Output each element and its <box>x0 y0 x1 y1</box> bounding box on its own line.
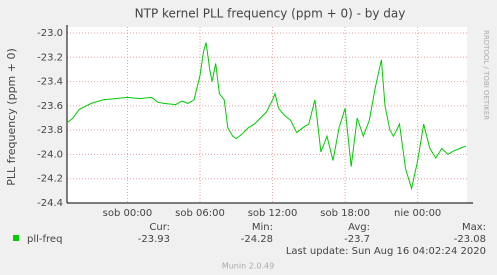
legend-swatch <box>13 235 19 241</box>
stat-value: -23.93 <box>138 234 170 245</box>
stat-header: Cur: <box>149 222 170 233</box>
stat-value: -23.08 <box>454 234 486 245</box>
last-update: Last update: Sun Aug 16 04:02:24 2020 <box>286 246 486 257</box>
y-tick-label: -23.0 <box>37 28 63 39</box>
plot-area <box>67 27 467 203</box>
watermark: RRDTOOL / TOBI OETIKER <box>482 30 490 120</box>
data-line <box>66 42 467 191</box>
x-tick-label: nie 00:00 <box>394 208 441 219</box>
x-tick-label: sob 18:00 <box>320 208 370 219</box>
y-tick-label: -23.6 <box>37 101 63 112</box>
stat-header: Max: <box>462 222 486 233</box>
legend-label: pll-freq <box>27 234 62 245</box>
x-tick-label: sob 06:00 <box>175 208 225 219</box>
stat-value: -23.7 <box>344 234 370 245</box>
y-tick-label: -23.2 <box>37 52 63 63</box>
y-tick-label: -23.8 <box>37 125 63 136</box>
y-tick-label: -24.0 <box>37 149 63 160</box>
x-tick-label: sob 12:00 <box>248 208 298 219</box>
footer: Munin 2.0.49 <box>222 262 274 271</box>
chart-title: NTP kernel PLL frequency (ppm + 0) - by … <box>135 7 406 21</box>
y-tick-label: -23.4 <box>37 77 63 88</box>
y-axis-label: PLL frequency (ppm + 0) <box>5 48 18 186</box>
stat-header: Avg: <box>348 222 370 233</box>
y-tick-label: -24.4 <box>37 198 63 209</box>
stat-value: -24.28 <box>241 234 273 245</box>
stat-header: Min: <box>252 222 273 233</box>
y-tick-label: -24.2 <box>37 174 63 185</box>
x-tick-label: sob 00:00 <box>103 208 153 219</box>
